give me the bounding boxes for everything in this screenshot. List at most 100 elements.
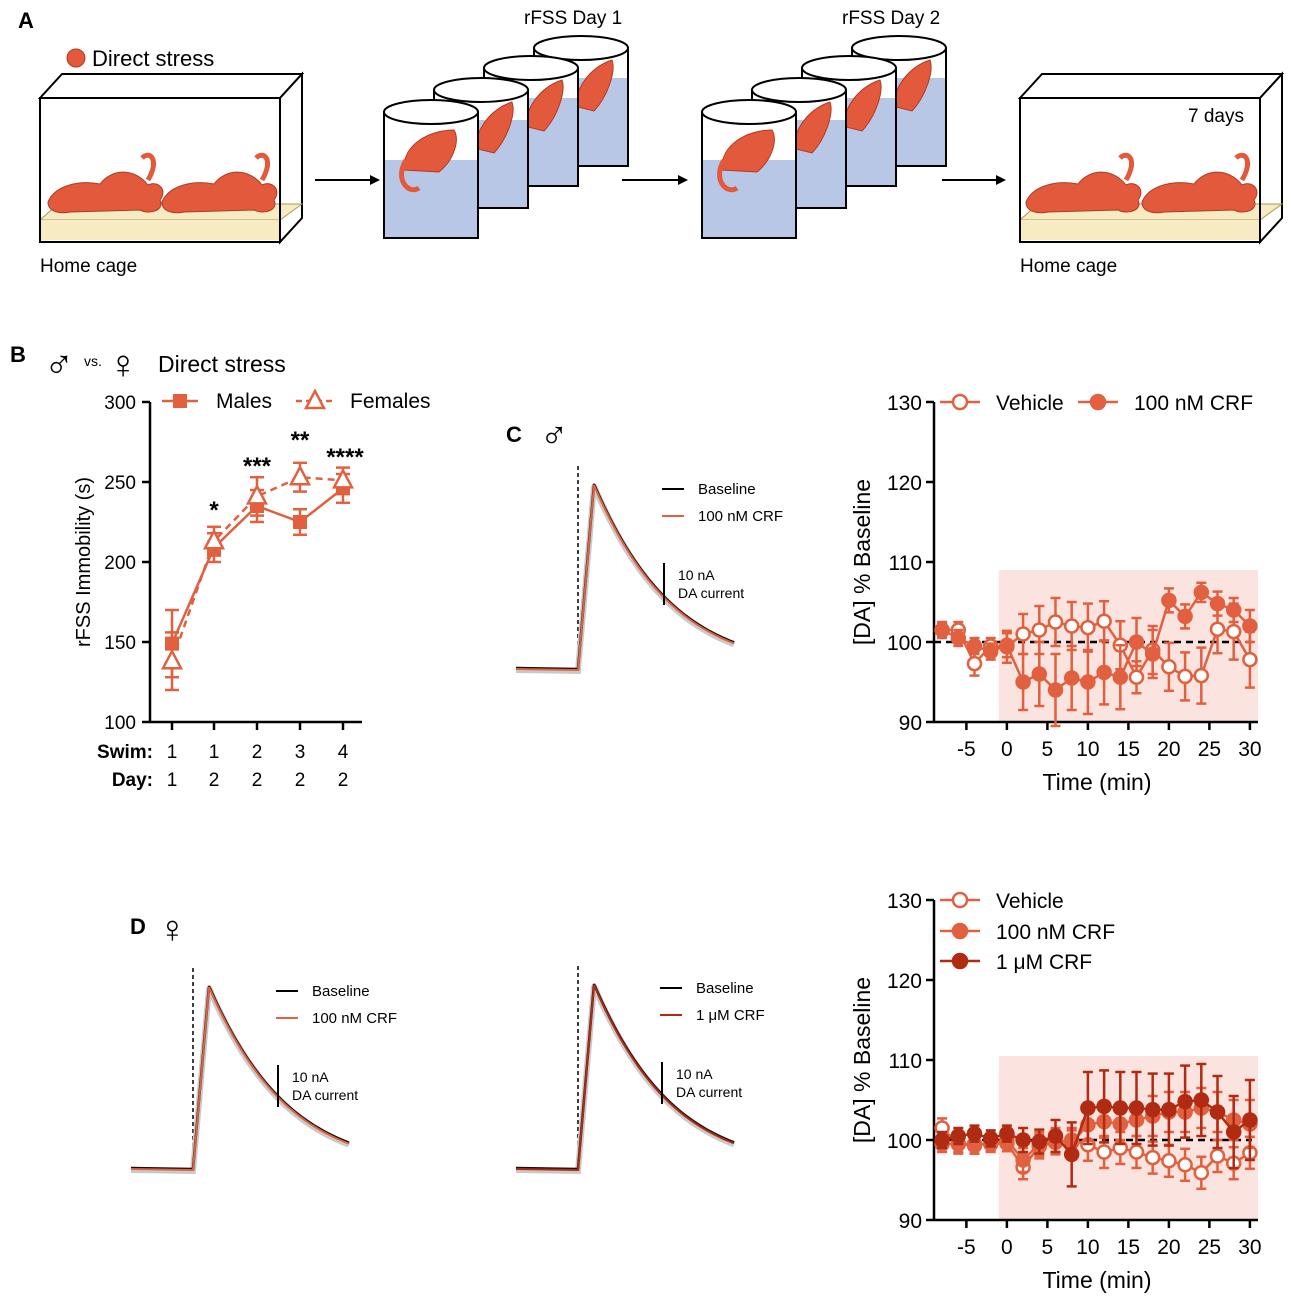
data-point-1-m-crf	[934, 1132, 950, 1148]
y-tick-label: 90	[899, 712, 922, 735]
scale-bar-label: 10 nA	[676, 1066, 713, 1082]
data-point-1-m-crf	[950, 1128, 967, 1144]
data-point-1-m-crf	[1193, 1092, 1210, 1108]
home-cage-right-label: Home cage	[1020, 256, 1117, 277]
significance-marker: **	[291, 427, 310, 454]
y-tick-label: 100	[104, 713, 136, 734]
x-tick-label: 20	[1157, 1236, 1180, 1259]
data-point-100-nm-crf	[1047, 682, 1064, 698]
x-tick-label: 5	[1042, 738, 1054, 761]
direct-stress-legend-dot	[66, 48, 86, 68]
data-point-1-m-crf	[1096, 1098, 1112, 1115]
panel-a-schematic: Direct stress Home cage rFSS Day 1	[37, 8, 1285, 277]
legend-label-crf: 1 μM CRF	[696, 1007, 765, 1024]
data-point-vehicle	[1063, 618, 1080, 634]
legend-label-1-m-crf: 1 μM CRF	[996, 951, 1092, 974]
rat-icon	[1025, 171, 1142, 214]
data-point-1-m-crf	[982, 1130, 999, 1147]
data-point-females	[202, 528, 226, 550]
data-point-100-nm-crf	[1242, 618, 1258, 634]
rfss-day1-title: rFSS Day 1	[524, 8, 622, 29]
panel-label-b: B	[10, 342, 26, 367]
x-tick-label: 15	[1117, 738, 1140, 761]
data-point-1-m-crf	[1112, 1100, 1129, 1116]
data-point-100-nm-crf	[1128, 634, 1145, 650]
data-point-females	[288, 464, 312, 486]
y-tick-label: 100	[887, 1130, 922, 1153]
vs-label: vs.	[84, 353, 102, 369]
data-point-1-m-crf	[1080, 1100, 1096, 1116]
data-point-vehicle	[1193, 667, 1210, 684]
legend-marker-1-m-crf	[951, 952, 969, 970]
data-point-vehicle	[1047, 614, 1064, 630]
x-tick-label: 25	[1198, 738, 1221, 761]
y-tick-label: 120	[887, 970, 922, 993]
day-tick-label: 2	[295, 770, 306, 791]
y-axis-label: [DA] % Baseline	[849, 479, 875, 645]
data-point-1-m-crf	[1063, 1146, 1080, 1163]
significance-marker: ****	[326, 444, 364, 471]
swim-tick-label: 3	[295, 742, 306, 763]
y-tick-label: 130	[887, 392, 922, 415]
legend-label-males: Males	[216, 390, 272, 413]
data-point-vehicle	[1209, 621, 1226, 637]
legend-label-vehicle: Vehicle	[996, 890, 1064, 913]
y-axis-label: rFSS Immobility (s)	[73, 477, 95, 647]
data-point-vehicle	[1080, 619, 1096, 636]
data-point-1-m-crf	[1047, 1128, 1064, 1144]
legend-label-females: Females	[350, 390, 431, 413]
y-tick-label: 250	[104, 473, 136, 494]
data-point-100-nm-crf	[982, 643, 999, 660]
data-point-1-m-crf	[1161, 1101, 1177, 1118]
panel-label-a: A	[18, 8, 34, 33]
x-tick-label: 0	[1001, 1236, 1013, 1259]
data-point-100-nm-crf	[1080, 674, 1096, 690]
data-point-1-m-crf	[1031, 1133, 1048, 1150]
chart-d-timecourse: 90 100 110 120 130 -5 0 5 10 15 20 25 30 Time (min) [D…	[849, 890, 1262, 1293]
data-point-100-nm-crf	[999, 637, 1015, 653]
data-point-females	[331, 467, 355, 489]
legend-label-100-nm-crf: 100 nM CRF	[1134, 392, 1253, 415]
day-tick-label: 1	[167, 770, 178, 791]
x-tick-label: 5	[1042, 1236, 1054, 1259]
rfss-day2-beakers	[701, 35, 947, 239]
row-label-day: Day:	[112, 770, 153, 791]
day-tick-label: 2	[252, 770, 263, 791]
chart-d-trace-1um: Baseline 1 μM CRF 10 nA DA current	[515, 966, 765, 1175]
data-point-vehicle	[1177, 668, 1193, 685]
panel-b-title: Direct stress	[158, 351, 286, 377]
legend-marker-vehicle	[951, 393, 969, 411]
arrow-head-icon	[996, 175, 1006, 185]
x-tick-label: 30	[1238, 738, 1261, 761]
y-tick-label: 110	[889, 552, 922, 575]
scale-bar-unit: DA current	[678, 585, 744, 601]
data-point-1-m-crf	[999, 1125, 1015, 1142]
legend-marker-males	[173, 394, 187, 408]
arrow-head-icon	[678, 175, 688, 185]
data-point-100-nm-crf	[1096, 664, 1112, 681]
panel-d-female-symbol: ♀	[158, 909, 187, 951]
data-point-100-nm-crf	[1193, 584, 1210, 601]
arrow-head-icon	[370, 175, 380, 185]
female-symbol: ♀	[108, 343, 138, 387]
data-point-100-nm-crf	[1177, 608, 1193, 625]
data-point-1-m-crf	[966, 1125, 983, 1142]
rat-icon	[47, 171, 164, 214]
significance-marker: *	[209, 497, 219, 524]
male-symbol: ♂	[44, 343, 74, 387]
data-point-100-nm-crf	[1225, 602, 1242, 618]
data-point-vehicle	[1031, 622, 1048, 638]
x-tick-label: -5	[957, 1236, 976, 1259]
data-point-100-nm-crf	[1144, 646, 1161, 662]
data-point-vehicle	[1144, 1149, 1161, 1166]
data-point-vehicle	[1209, 1148, 1226, 1164]
data-point-females	[160, 648, 184, 670]
scale-bar-unit: DA current	[676, 1084, 742, 1100]
drug-application-shade	[998, 570, 1258, 722]
data-point-100-nm-crf	[966, 638, 983, 654]
data-point-1-m-crf	[1225, 1124, 1242, 1140]
y-tick-label: 130	[887, 890, 922, 913]
data-point-1-m-crf	[1209, 1104, 1226, 1120]
data-point-100-nm-crf	[1031, 666, 1048, 682]
